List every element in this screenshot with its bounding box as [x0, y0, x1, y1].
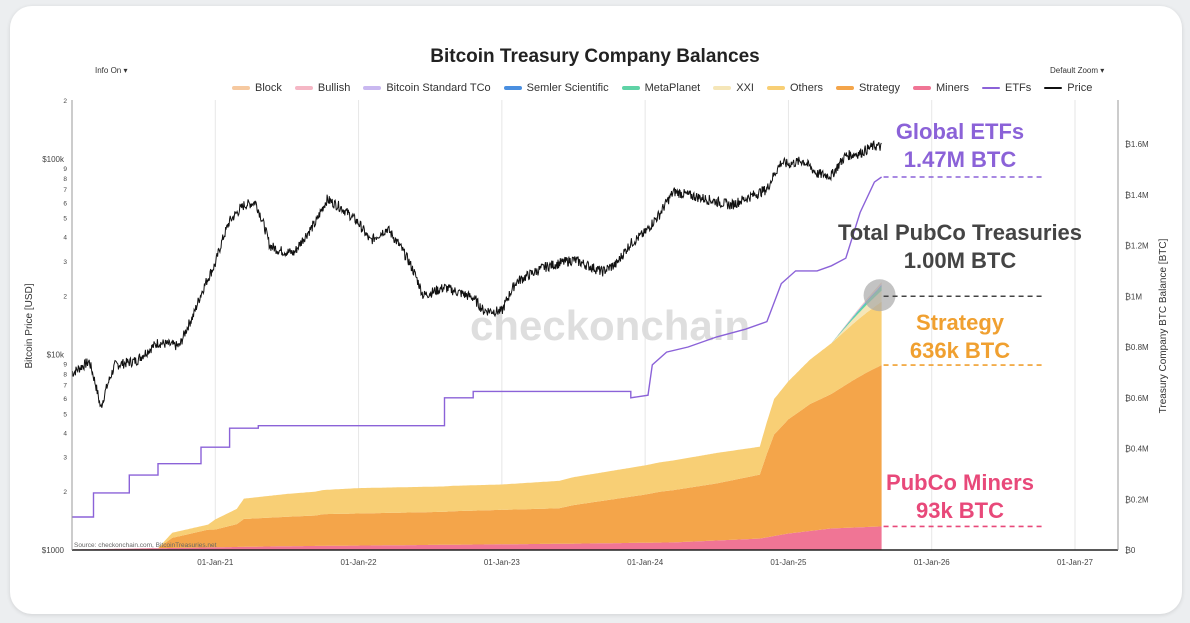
- info-dropdown-label: Info On: [95, 66, 122, 75]
- annotation-label: PubCo Miners 93k BTC: [800, 469, 1120, 525]
- y-right-tick-label: ₿1.2M: [1125, 242, 1149, 251]
- legend-item[interactable]: MetaPlanet: [621, 82, 701, 94]
- x-tick-label: 01-Jan-24: [627, 558, 664, 567]
- legend-label: Price: [1067, 82, 1093, 94]
- legend-label: XXI: [736, 82, 754, 94]
- legend-label: Semler Scientific: [526, 82, 609, 94]
- y-left-tick-label: $10k: [47, 350, 65, 359]
- x-tick-label: 01-Jan-25: [770, 558, 807, 567]
- legend-swatch: [294, 86, 313, 90]
- chart-title: Bitcoin Treasury Company Balances: [430, 46, 760, 67]
- y-left-tick-label: 9: [63, 361, 67, 368]
- legend-label: ETFs: [1004, 82, 1032, 94]
- legend-swatch: [981, 87, 1000, 89]
- zoom-dropdown[interactable]: Default Zoom ▾: [1050, 66, 1105, 75]
- y-left-tick-label: 2: [63, 489, 67, 496]
- y-right-tick-label: ₿0: [1125, 546, 1136, 555]
- annotation-title: Global ETFs: [895, 119, 1025, 144]
- y-left-tick-label: 5: [63, 216, 67, 223]
- y-left-tick-label: 9: [63, 166, 67, 173]
- y-left-tick-label: 6: [63, 200, 67, 207]
- legend-swatch: [621, 86, 640, 90]
- miners-area: [72, 526, 882, 550]
- legend-item[interactable]: Semler Scientific: [503, 82, 609, 94]
- y-right-tick-label: ₿0.2M: [1125, 495, 1149, 504]
- legend-swatch: [1044, 87, 1063, 89]
- others-area: [72, 301, 882, 550]
- legend-label: Block: [255, 82, 282, 94]
- legend-label: Miners: [935, 82, 969, 94]
- annotation-value: 1.47M BTC: [903, 147, 1017, 172]
- x-tick-label: 01-Jan-21: [197, 558, 234, 567]
- x-tick-label: 01-Jan-22: [341, 558, 378, 567]
- y-right-tick-label: ₿0.8M: [1125, 343, 1149, 352]
- legend-swatch: [232, 86, 250, 90]
- x-tick-label: 01-Jan-23: [484, 558, 521, 567]
- y-right-tick-label: ₿1M: [1125, 292, 1142, 301]
- y-left-tick-label: $1000: [42, 546, 65, 555]
- y-left-tick-label: 7: [63, 187, 67, 194]
- annotation-label: Strategy 636k BTC: [800, 309, 1120, 365]
- legend-item[interactable]: Block: [232, 82, 282, 94]
- legend-item[interactable]: Miners: [912, 82, 969, 94]
- legend-item[interactable]: ETFs: [981, 82, 1032, 94]
- y-right-tick-label: ₿1.4M: [1125, 191, 1149, 200]
- annotation-title: Total PubCo Treasuries: [837, 220, 1083, 245]
- y-left-tick-label: 6: [63, 396, 67, 403]
- legend-swatch: [836, 86, 854, 90]
- y-left-tick-label: $100k: [42, 155, 65, 164]
- legend-item[interactable]: XXI: [713, 82, 754, 94]
- legend-swatch: [766, 86, 785, 90]
- legend-item[interactable]: Others: [766, 82, 823, 94]
- legend-swatch: [503, 86, 522, 90]
- legend-swatch: [713, 86, 732, 90]
- legend-item[interactable]: Price: [1044, 82, 1092, 94]
- annotation-value: 1.00M BTC: [903, 248, 1017, 273]
- y-left-tick-label: 4: [63, 235, 67, 242]
- legend-label: Bullish: [317, 82, 351, 94]
- y-left-tick-label: 7: [63, 383, 67, 390]
- y-right-tick-label: ₿1.6M: [1125, 140, 1149, 149]
- strategy-area: [72, 365, 882, 550]
- legend-label: MetaPlanet: [644, 82, 701, 94]
- y-right-tick-label: ₿0.6M: [1125, 394, 1149, 403]
- legend-swatch: [363, 86, 382, 90]
- legend-item[interactable]: Bullish: [294, 82, 351, 94]
- chart-legend: Block Bullish Bitcoin Standard TCo Semler S…: [232, 82, 1092, 94]
- y-right-axis-title: Treasury Company BTC Balance [BTC]: [1158, 238, 1169, 413]
- annotation-title: Strategy: [915, 310, 1005, 335]
- total-treasury-marker: [863, 279, 896, 312]
- legend-item[interactable]: Strategy: [836, 82, 900, 94]
- annotation-label: Global ETFs 1.47M BTC: [800, 118, 1120, 174]
- price-line: [71, 139, 882, 408]
- y-right-tick-label: ₿0.4M: [1125, 445, 1149, 454]
- legend-swatch: [912, 86, 931, 90]
- source-note: Source: checkonchain.com, BitcoinTreasur…: [74, 542, 217, 549]
- y-left-axis-title: Bitcoin Price [USD]: [24, 283, 35, 368]
- legend-label: Bitcoin Standard TCo: [386, 82, 491, 94]
- y-left-tick-label: 2: [63, 294, 67, 301]
- legend-label: Others: [789, 82, 823, 94]
- y-left-tick-label: 5: [63, 411, 67, 418]
- legend-item[interactable]: Bitcoin Standard TCo: [363, 82, 491, 94]
- y-left-tick-label: 3: [63, 455, 67, 462]
- y-left-tick-label: 3: [63, 259, 67, 266]
- etfs-line: [72, 176, 883, 518]
- annotation-value: 93k BTC: [915, 498, 1005, 523]
- y-left-tick-label: 2: [63, 98, 67, 105]
- zoom-dropdown-label: Default Zoom: [1050, 66, 1099, 75]
- y-left-tick-label: 8: [63, 371, 67, 378]
- info-dropdown[interactable]: Info On ▾: [95, 66, 128, 75]
- legend-label: Strategy: [859, 82, 900, 94]
- annotation-title: PubCo Miners: [886, 470, 1034, 495]
- x-tick-label: 01-Jan-26: [914, 558, 951, 567]
- watermark: checkonchain: [470, 302, 750, 349]
- x-tick-label: 01-Jan-27: [1057, 558, 1094, 567]
- annotation-value: 636k BTC: [909, 338, 1011, 363]
- y-left-tick-label: 8: [63, 176, 67, 183]
- annotation-label: Total PubCo Treasuries 1.00M BTC: [800, 219, 1120, 275]
- y-left-tick-label: 4: [63, 430, 67, 437]
